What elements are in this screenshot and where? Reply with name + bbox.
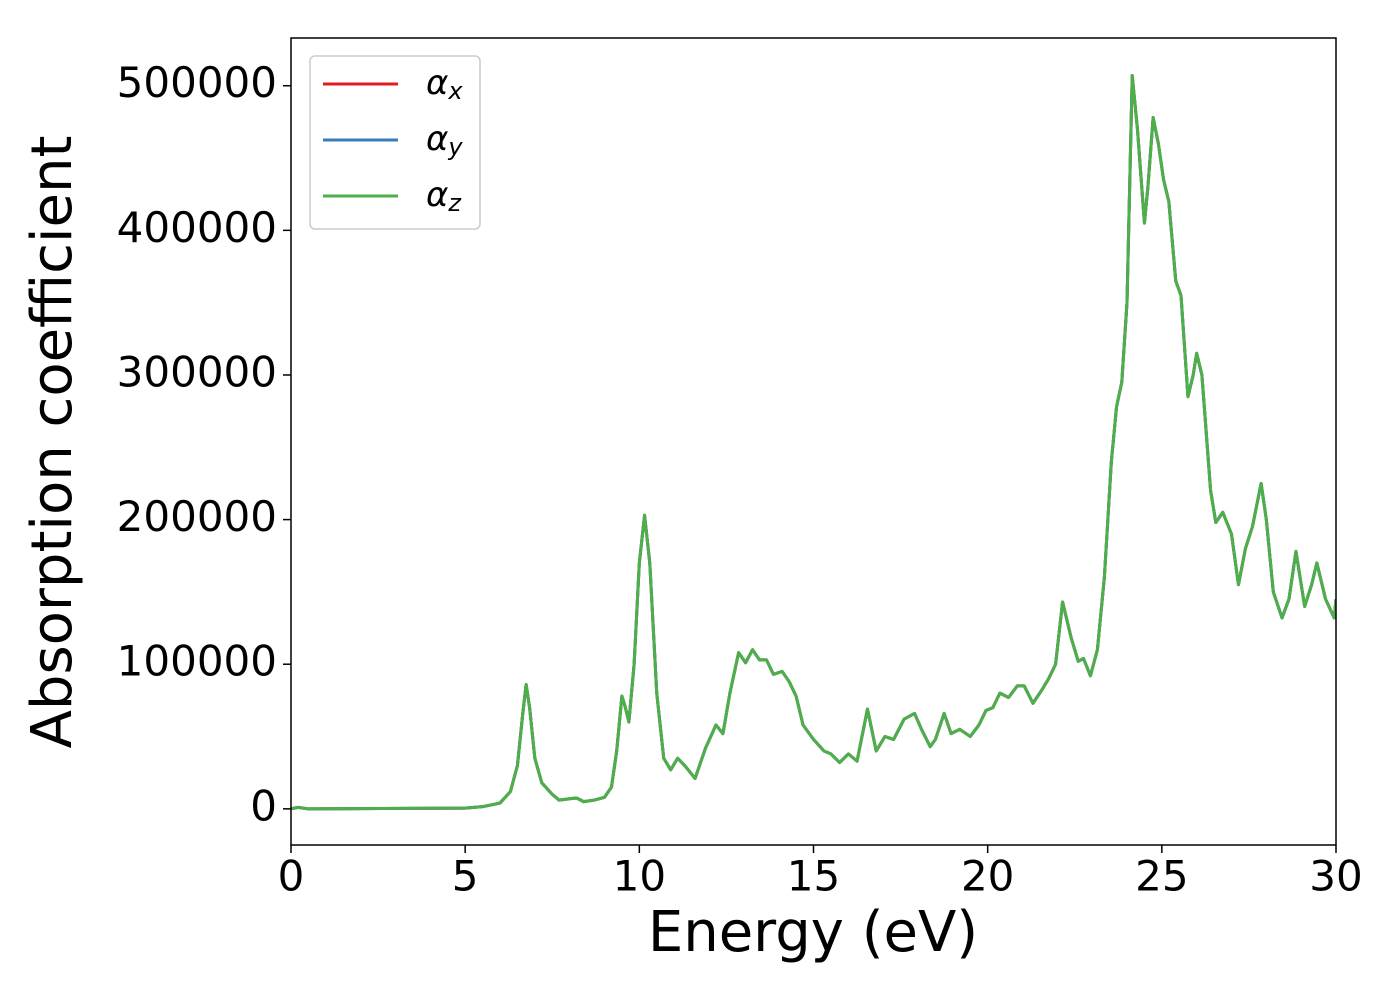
legend-box xyxy=(309,55,481,230)
y-axis-label: Absorption coefficient xyxy=(20,136,85,749)
x-tick-label: 20 xyxy=(961,852,1014,901)
line xyxy=(291,74,1336,811)
legend-label: αy xyxy=(426,119,463,162)
x-tick-label: 15 xyxy=(787,852,840,901)
x-tick-label: 0 xyxy=(278,852,305,901)
x-tick-label: 25 xyxy=(1135,852,1188,901)
x-tick-label: 10 xyxy=(613,852,666,901)
y-tick-label: 100000 xyxy=(117,637,277,686)
plot-frame xyxy=(290,37,1337,846)
legend-label: αx xyxy=(426,63,463,106)
y-tick-label: 200000 xyxy=(117,492,277,541)
y-tick-label: 500000 xyxy=(117,58,277,107)
legend-label: αz xyxy=(426,175,462,218)
y-tick-label: 300000 xyxy=(117,347,277,396)
x-axis-label: Energy (eV) xyxy=(648,900,978,965)
y-tick-label: 0 xyxy=(250,781,277,830)
y-tick-label: 400000 xyxy=(117,203,277,252)
x-tick-label: 5 xyxy=(452,852,479,901)
x-tick-label: 30 xyxy=(1309,852,1362,901)
